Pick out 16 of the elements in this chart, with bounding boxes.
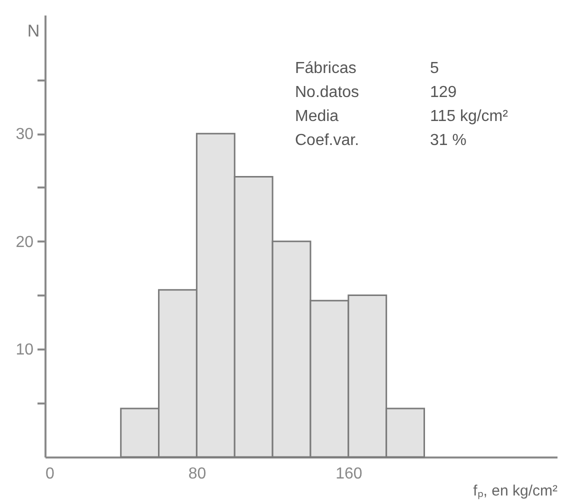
annotation: 5	[430, 60, 439, 77]
y-tick-label: 20	[16, 234, 34, 251]
annotation: Fábricas	[295, 60, 356, 77]
y-tick-label: 10	[16, 342, 34, 359]
annotation: 31 %	[430, 132, 466, 149]
y-tick-label: 30	[16, 126, 34, 144]
x-tick-label: 0	[46, 466, 54, 482]
x-tick-label: 160	[336, 466, 362, 482]
x-axis-title: fₚ, en kg/cm²	[473, 482, 558, 500]
annotation: 129	[430, 84, 457, 101]
annotation: Media	[295, 108, 339, 125]
x-tick-label: 80	[188, 466, 206, 482]
y-axis-title: N	[27, 22, 40, 40]
annotation: No.datos	[295, 84, 360, 101]
annotation: 115 kg/cm²	[430, 108, 509, 125]
annotation: Coef.var.	[295, 132, 360, 149]
